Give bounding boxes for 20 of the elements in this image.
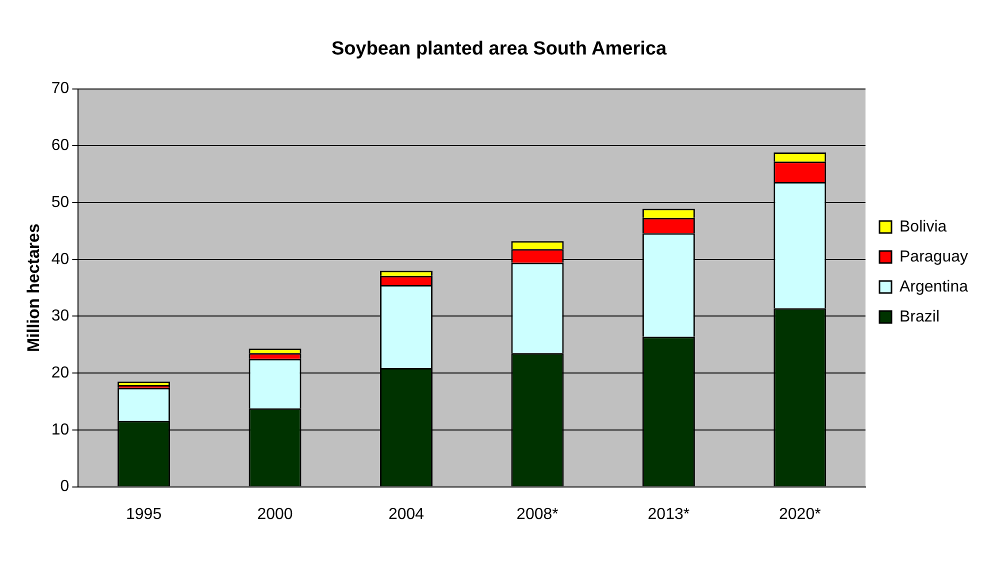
- y-tick-label: 30: [51, 308, 70, 325]
- y-tick-label: 50: [51, 194, 70, 211]
- y-tick-label: 70: [51, 80, 70, 98]
- y-axis-title: Million hectares: [24, 224, 43, 352]
- y-tick-label: 40: [51, 250, 70, 268]
- legend-label: Paraguay: [900, 248, 968, 266]
- y-tick-label: 20: [51, 364, 70, 382]
- x-tick-label: 1995: [126, 506, 162, 523]
- x-tick-label: 2008*: [516, 506, 558, 523]
- x-tick-label: 2004: [388, 506, 424, 523]
- y-tick-label: 10: [51, 421, 70, 438]
- legend-label: Argentina: [900, 278, 968, 296]
- legend-label: Brazil: [900, 308, 940, 326]
- legend-label: Bolivia: [900, 218, 947, 236]
- x-tick-label: 2020*: [778, 506, 821, 523]
- x-tick-label: 2000: [257, 506, 293, 523]
- chart-title: Soybean planted area South America: [331, 38, 667, 60]
- y-tick-label: 0: [60, 478, 70, 496]
- x-tick-label: 2013*: [648, 506, 690, 523]
- y-tick-label: 60: [51, 137, 70, 154]
